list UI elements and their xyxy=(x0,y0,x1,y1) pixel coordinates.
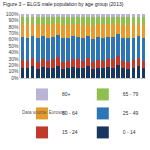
svg-text:50 - 64: 50 - 64 xyxy=(62,110,78,116)
svg-text:100%: 100% xyxy=(6,11,19,17)
svg-text:30%: 30% xyxy=(8,56,19,62)
svg-text:60%: 60% xyxy=(8,36,19,42)
svg-text:10%: 10% xyxy=(8,68,19,74)
svg-text:50%: 50% xyxy=(8,43,19,49)
svg-text:Figure 3 – ELGS male populatio: Figure 3 – ELGS male population by age g… xyxy=(3,1,124,7)
svg-text:0%: 0% xyxy=(11,75,19,81)
svg-text:Data source: Eurostat: Data source: Eurostat xyxy=(22,110,66,115)
svg-text:80+: 80+ xyxy=(62,91,71,97)
svg-text:15 - 24: 15 - 24 xyxy=(62,129,78,135)
svg-text:80%: 80% xyxy=(8,24,19,30)
svg-text:70%: 70% xyxy=(8,30,19,36)
svg-text:40%: 40% xyxy=(8,49,19,55)
svg-text:90%: 90% xyxy=(8,17,19,23)
svg-text:25 - 49: 25 - 49 xyxy=(123,110,139,116)
svg-text:65 - 79: 65 - 79 xyxy=(123,91,139,97)
svg-text:0 - 14: 0 - 14 xyxy=(123,129,136,135)
svg-text:20%: 20% xyxy=(8,62,19,68)
